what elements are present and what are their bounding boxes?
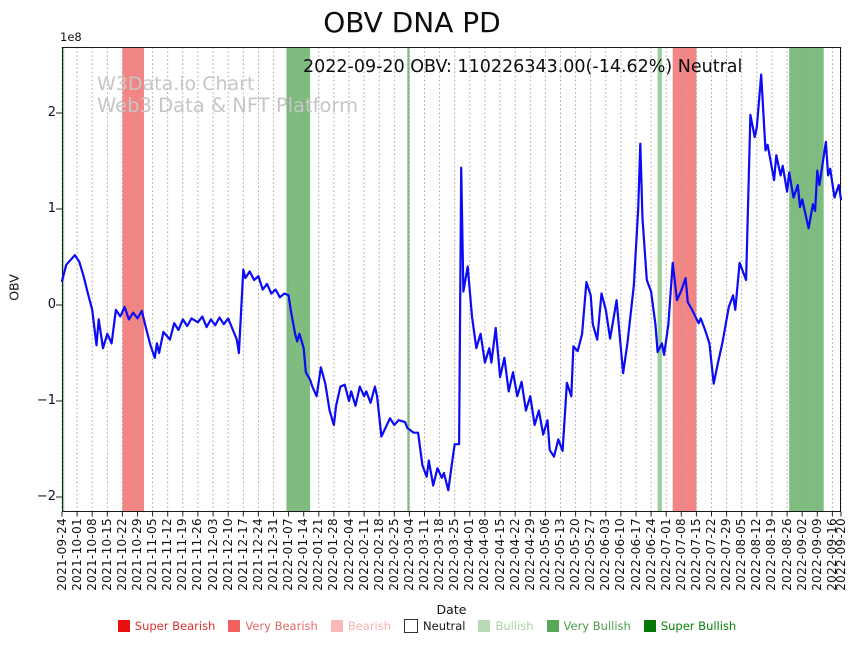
- signal-band-very-bearish: [122, 47, 144, 512]
- x-tick-label: 2022-03-11: [417, 518, 432, 591]
- x-tick-label: 2022-09-20: [833, 518, 848, 591]
- x-tick-label: 2021-12-24: [250, 518, 265, 591]
- x-tick-label: 2022-02-25: [386, 518, 401, 591]
- x-tick-label: 2022-05-20: [568, 518, 583, 591]
- legend-label: Very Bullish: [563, 619, 631, 633]
- legend-item-bearish: Bearish: [330, 619, 392, 633]
- y-tick-label: −2: [36, 489, 56, 504]
- x-tick-label: 2022-07-22: [704, 518, 719, 591]
- x-tick-label: 2022-07-15: [688, 518, 703, 591]
- legend-label: Bearish: [347, 619, 392, 633]
- legend-item-bullish: Bullish: [478, 619, 534, 633]
- x-tick-label: 2022-03-04: [401, 518, 416, 591]
- signal-band-very-bullish: [286, 47, 311, 512]
- x-tick-label: 2022-01-07: [281, 518, 296, 591]
- x-tick-label: 2022-06-10: [613, 518, 628, 591]
- x-tick-label: 2021-10-29: [130, 518, 145, 591]
- x-tick-label: 2021-11-12: [160, 518, 175, 591]
- x-tick-label: 2021-11-19: [175, 518, 190, 591]
- legend-swatch: [478, 620, 491, 632]
- x-tick-label: 2022-06-24: [643, 518, 658, 591]
- plot-border: [62, 47, 841, 512]
- watermark-line1: W3Data.io Chart: [97, 73, 255, 95]
- x-tick-label: 2021-11-26: [190, 518, 205, 591]
- x-tick-label: 2021-12-17: [235, 518, 250, 591]
- x-tick-label: 2021-10-01: [69, 518, 84, 591]
- legend-swatch: [330, 620, 343, 632]
- x-tick-label: 2022-06-17: [628, 518, 643, 591]
- x-tick-label: 2022-04-29: [522, 518, 537, 591]
- x-tick-label: 2022-05-13: [552, 518, 567, 591]
- x-tick-label: 2021-12-31: [265, 518, 280, 591]
- signal-legend: Super Bearish Very Bearish Bearish Neutral B…: [0, 619, 854, 633]
- x-tick-label: 2021-12-10: [220, 518, 235, 591]
- legend-label: Super Bearish: [134, 619, 216, 633]
- y-tick-label: −1: [36, 393, 56, 408]
- x-tick-label: 2021-10-08: [84, 518, 99, 591]
- x-tick-label: 2022-01-14: [296, 518, 311, 591]
- x-tick-label: 2022-01-21: [311, 518, 326, 591]
- legend-label: Super Bullish: [660, 619, 737, 633]
- legend-label: Very Bearish: [245, 619, 318, 633]
- plot-area: [56, 47, 843, 517]
- x-tick-label: 2022-03-25: [447, 518, 462, 591]
- x-tick-label: 2022-08-19: [764, 518, 779, 591]
- x-tick-label: 2022-02-18: [371, 518, 386, 591]
- x-tick-label: 2022-05-27: [583, 518, 598, 591]
- x-tick-label: 2022-02-04: [341, 518, 356, 591]
- x-tick-label: 2022-06-03: [598, 518, 613, 591]
- legend-swatch: [643, 620, 656, 632]
- x-tick-label: 2022-05-06: [537, 518, 552, 591]
- chart-title: OBV DNA PD: [323, 6, 501, 39]
- legend-item-super-bullish: Super Bullish: [643, 619, 737, 633]
- legend-item-very-bullish: Very Bullish: [546, 619, 631, 633]
- x-axis-title: Date: [436, 602, 467, 617]
- legend-item-very-bearish: Very Bearish: [228, 619, 318, 633]
- x-tick-label: 2021-09-24: [54, 518, 69, 591]
- x-tick-label: 2022-09-02: [794, 518, 809, 591]
- watermark-line2: Web3 Data & NFT Platform: [97, 94, 359, 118]
- x-tick-label: 2022-04-15: [492, 518, 507, 591]
- legend-label: Bullish: [495, 619, 534, 633]
- legend-swatch: [117, 620, 130, 632]
- y-tick-label: 1: [47, 201, 56, 216]
- x-tick-label: 2022-04-08: [477, 518, 492, 591]
- x-tick-label: 2022-04-22: [507, 518, 522, 591]
- legend-swatch: [546, 620, 559, 632]
- x-tick-label: 2022-03-18: [432, 518, 447, 591]
- x-tick-label: 2022-04-01: [462, 518, 477, 591]
- x-tick-label: 2022-07-29: [719, 518, 734, 591]
- x-tick-label: 2022-07-01: [658, 518, 673, 591]
- x-tick-label: 2021-12-03: [205, 518, 220, 591]
- legend-item-super-bearish: Super Bearish: [117, 619, 216, 633]
- x-tick-label: 2022-08-05: [734, 518, 749, 591]
- x-tick-label: 2022-02-11: [356, 518, 371, 591]
- legend-label: Neutral: [423, 619, 466, 633]
- signal-band-bullish: [657, 47, 662, 512]
- chart-subtitle: 2022-09-20 OBV: 110226343.00(-14.62%) Ne…: [303, 57, 743, 77]
- x-tick-label: 2022-07-08: [673, 518, 688, 591]
- x-tick-label: 2022-08-12: [749, 518, 764, 591]
- x-tick-label: 2021-11-05: [145, 518, 160, 591]
- x-tick-label: 2022-08-26: [779, 518, 794, 591]
- obv-line: [60, 73, 843, 492]
- signal-band-very-bullish: [789, 47, 824, 512]
- legend-swatch: [228, 620, 241, 632]
- y-axis-offset-text: 1e8: [60, 30, 82, 44]
- legend-item-neutral: Neutral: [404, 619, 465, 633]
- watermark: W3Data.io Chart Web3 Data & NFT Platform: [97, 73, 359, 118]
- y-tick-label: 0: [47, 297, 56, 312]
- y-tick-label: 2: [47, 105, 56, 120]
- x-tick-label: 2022-09-09: [809, 518, 824, 591]
- x-tick-label: 2021-10-15: [99, 518, 114, 591]
- x-tick-label: 2021-10-22: [114, 518, 129, 591]
- legend-swatch: [404, 619, 419, 633]
- x-tick-label: 2022-01-28: [326, 518, 341, 591]
- signal-band-very-bullish: [407, 47, 410, 512]
